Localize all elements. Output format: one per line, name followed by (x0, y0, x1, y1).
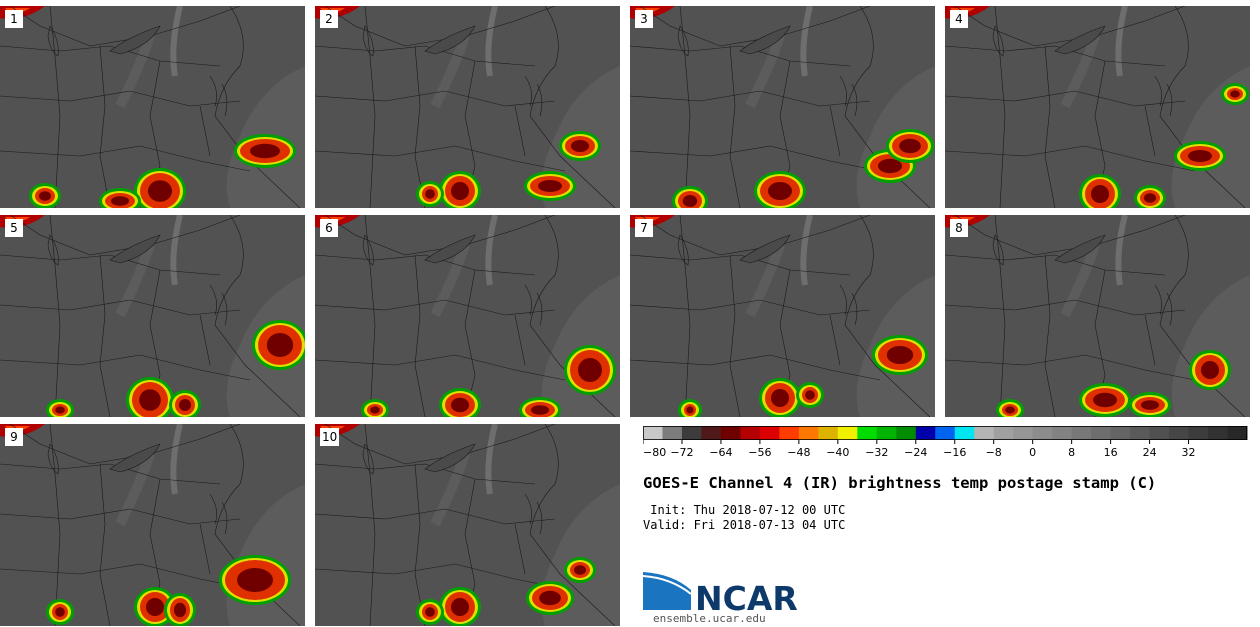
colorbar-cell (1052, 426, 1073, 440)
colorbar-tick-label: −16 (943, 446, 966, 459)
colorbar-cell (935, 426, 956, 440)
colorbar-cell (1188, 426, 1209, 440)
satellite-map (0, 424, 305, 626)
colorbar-cell (1013, 426, 1034, 440)
panel-number: 4 (950, 10, 968, 28)
colorbar-cell (915, 426, 936, 440)
colorbar-cell (1169, 426, 1190, 440)
satellite-map (315, 215, 620, 417)
colorbar-cell (1149, 426, 1170, 440)
colorbar-cell (818, 426, 839, 440)
postage-stamp-panel: 2 (315, 6, 620, 208)
temperature-colorbar: −80 −72 −64 −56 −48 −40 −32 −24 −16 −8 0 8 16 24 32 (643, 426, 1248, 459)
satellite-map (945, 215, 1250, 417)
ncar-logo: NCAR (643, 572, 798, 614)
satellite-map (0, 215, 305, 417)
colorbar-tick-label: −48 (787, 446, 810, 459)
colorbar-cell (1208, 426, 1229, 440)
postage-stamp-panel: 4 (945, 6, 1250, 208)
postage-stamp-panel: 9 (0, 424, 305, 626)
colorbar-cell (1110, 426, 1131, 440)
panel-number: 9 (5, 428, 23, 446)
colorbar-cell (740, 426, 761, 440)
panel-number: 3 (635, 10, 653, 28)
init-time: Init: Thu 2018-07-12 00 UTC (643, 503, 846, 517)
colorbar-cell (701, 426, 722, 440)
colorbar-cell (974, 426, 995, 440)
panel-number: 2 (320, 10, 338, 28)
colorbar-cell (876, 426, 897, 440)
colorbar-cell (1227, 426, 1248, 440)
satellite-map (0, 6, 305, 208)
logo-url: ensemble.ucar.edu (653, 612, 766, 625)
colorbar-tick-label: −80 (643, 446, 666, 459)
postage-stamp-panel: 7 (630, 215, 935, 417)
colorbar-tick-label: −40 (826, 446, 849, 459)
satellite-map (945, 6, 1250, 208)
panel-number: 8 (950, 219, 968, 237)
colorbar-tick-label: 16 (1104, 446, 1118, 459)
colorbar-cell (896, 426, 917, 440)
colorbar-cell (720, 426, 741, 440)
colorbar-tick-label: −56 (748, 446, 771, 459)
postage-stamp-panel: 1 (0, 6, 305, 208)
colorbar-tick-label: 8 (1068, 446, 1075, 459)
satellite-map (315, 424, 620, 626)
postage-stamp-panel: 10 (315, 424, 620, 626)
chart-title: GOES-E Channel 4 (IR) brightness temp po… (643, 474, 1157, 492)
panel-number: 6 (320, 219, 338, 237)
satellite-map (630, 6, 935, 208)
postage-stamp-panel: 5 (0, 215, 305, 417)
colorbar-tick-label: −8 (986, 446, 1002, 459)
panel-number: 7 (635, 219, 653, 237)
colorbar-cell (662, 426, 683, 440)
colorbar-cell (1071, 426, 1092, 440)
colorbar-cell (1032, 426, 1053, 440)
colorbar-tick-label: 32 (1182, 446, 1196, 459)
colorbar-cell (681, 426, 702, 440)
colorbar-cell (1091, 426, 1112, 440)
panel-number: 10 (320, 428, 340, 446)
colorbar-tick-label: −64 (709, 446, 732, 459)
postage-stamp-panel: 3 (630, 6, 935, 208)
colorbar-cell (954, 426, 975, 440)
colorbar-cell (798, 426, 819, 440)
satellite-map (315, 6, 620, 208)
colorbar-tick-label: −32 (865, 446, 888, 459)
logo-text: NCAR (695, 579, 798, 614)
panel-number: 1 (5, 10, 23, 28)
colorbar-cell (1130, 426, 1151, 440)
panel-number: 5 (5, 219, 23, 237)
colorbar-frame (643, 426, 1247, 440)
colorbar-cell (993, 426, 1014, 440)
colorbar-cell (759, 426, 780, 440)
postage-stamp-panel: 6 (315, 215, 620, 417)
postage-stamp-panel: 8 (945, 215, 1250, 417)
colorbar-cell (779, 426, 800, 440)
colorbar-tick-label: 0 (1029, 446, 1036, 459)
colorbar-tick-label: −24 (904, 446, 927, 459)
valid-time: Valid: Fri 2018-07-13 04 UTC (643, 518, 846, 532)
colorbar-cell (837, 426, 858, 440)
satellite-map (630, 215, 935, 417)
colorbar-cell (643, 426, 663, 440)
colorbar-tick-label: 24 (1143, 446, 1157, 459)
colorbar-cell (857, 426, 878, 440)
colorbar-tick-label: −72 (670, 446, 693, 459)
